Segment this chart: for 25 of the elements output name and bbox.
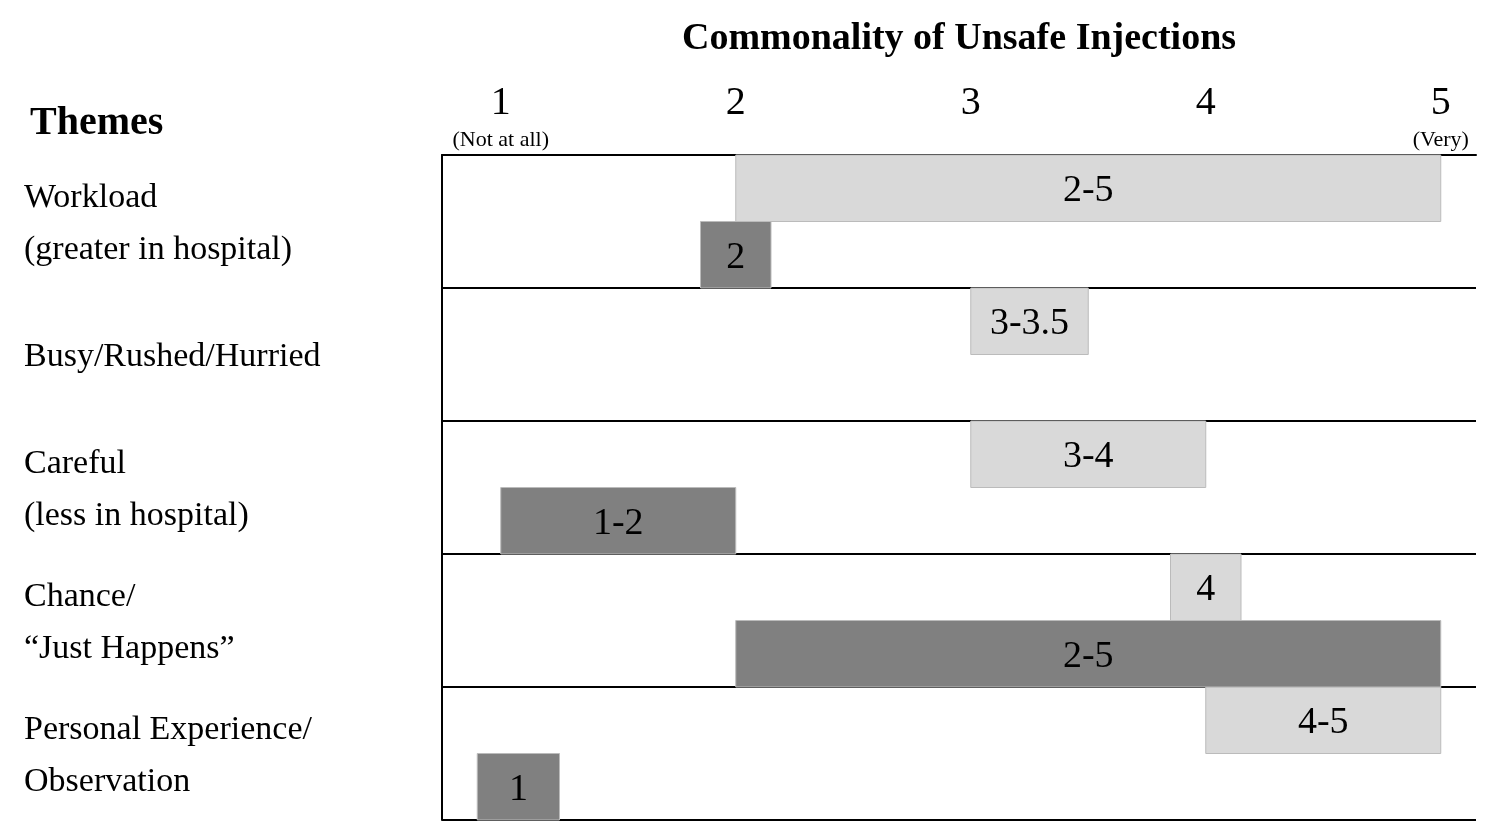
x-tick-label: 2	[725, 77, 746, 123]
data-label: 2-5	[1062, 632, 1114, 675]
x-tick-label: 4	[1195, 77, 1216, 123]
data-label: 2-5	[1062, 167, 1114, 210]
data-label: 1	[508, 765, 528, 808]
data-label: 4-5	[1297, 699, 1349, 742]
x-tick-label: 5 (Very)	[1412, 77, 1469, 151]
bar	[500, 487, 737, 555]
data-label: 4	[1196, 566, 1216, 609]
x-axis-title: Commonality of Unsafe Injections	[681, 15, 1237, 57]
data-label: 3-3.5	[989, 300, 1070, 343]
y-axis-title: Themes	[30, 97, 164, 143]
x-tick-label: 3	[960, 77, 981, 123]
x-tick-label: 1 (Not at all)	[452, 77, 550, 151]
data-label: 3-4	[1062, 433, 1114, 476]
bar	[970, 420, 1207, 488]
y-tick-label: Careful (less in hospital)	[24, 443, 249, 533]
data-label: 1-2	[592, 499, 644, 542]
data-label: 2	[726, 233, 746, 276]
bar	[476, 753, 560, 821]
y-tick-label: Workload (greater in hospital)	[24, 177, 293, 267]
y-tick-label: Personal Experience/ Observation	[24, 709, 313, 798]
bar	[970, 287, 1089, 355]
y-tick-label: Chance/ “Just Happens”	[24, 576, 235, 665]
y-tick-label: Busy/Rushed/Hurried	[24, 336, 321, 373]
